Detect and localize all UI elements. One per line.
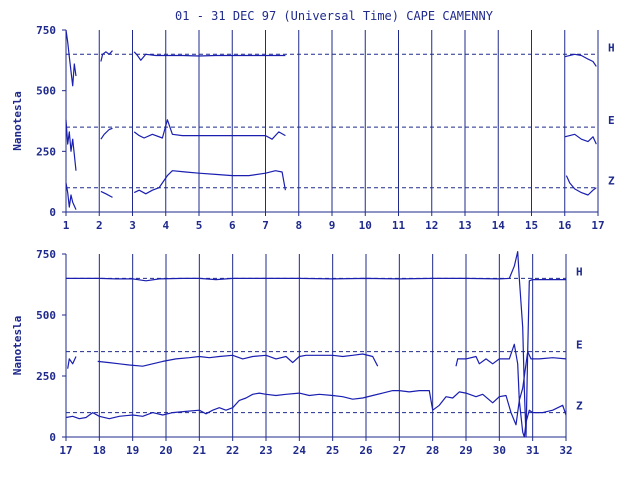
x-tick-label: 22 [226, 444, 239, 457]
y-tick-label: 0 [49, 206, 56, 219]
y-axis-label: Nanotesla [11, 316, 24, 376]
x-tick-label: 2 [96, 219, 103, 232]
chart-title: 01 - 31 DEC 97 (Universal Time) CAPE CAM… [175, 9, 494, 23]
x-tick-label: 21 [193, 444, 207, 457]
component-label-h: H [576, 265, 583, 278]
y-tick-label: 750 [36, 248, 56, 261]
x-tick-label: 25 [326, 444, 339, 457]
x-tick-label: 18 [93, 444, 106, 457]
series-line-e [97, 353, 379, 367]
series-line-h [100, 50, 113, 62]
component-label-e: E [576, 339, 583, 352]
series-line-h [564, 53, 597, 67]
x-tick-label: 9 [329, 219, 336, 232]
y-tick-label: 250 [36, 145, 56, 158]
x-tick-label: 24 [293, 444, 307, 457]
x-tick-label: 31 [526, 444, 540, 457]
x-tick-label: 3 [129, 219, 136, 232]
x-tick-label: 29 [459, 444, 472, 457]
series-line-e [133, 119, 286, 140]
x-tick-label: 15 [525, 219, 538, 232]
x-tick-label: 5 [196, 219, 203, 232]
series-line-h [133, 51, 286, 61]
y-tick-label: 500 [36, 85, 56, 98]
series-line-e [100, 127, 113, 140]
y-axis-label: Nanotesla [11, 91, 24, 151]
x-tick-label: 8 [295, 219, 302, 232]
x-tick-label: 6 [229, 219, 236, 232]
x-tick-label: 17 [591, 219, 604, 232]
component-label-h: H [608, 41, 615, 54]
component-label-z: Z [576, 400, 583, 413]
x-tick-label: 13 [458, 219, 471, 232]
x-tick-label: 26 [359, 444, 373, 457]
y-tick-label: 500 [36, 309, 56, 322]
x-tick-label: 11 [392, 219, 406, 232]
x-tick-label: 23 [259, 444, 272, 457]
x-tick-label: 7 [262, 219, 269, 232]
x-tick-label: 30 [493, 444, 506, 457]
series-line-e [564, 133, 597, 145]
series-line-z [65, 390, 567, 438]
x-tick-label: 28 [426, 444, 439, 457]
series-line-e [455, 343, 567, 401]
x-tick-label: 12 [425, 219, 438, 232]
series-line-z [65, 182, 77, 210]
series-line-z [565, 175, 597, 196]
series-line-z [133, 170, 286, 195]
y-tick-label: 750 [36, 24, 56, 37]
x-tick-label: 14 [492, 219, 506, 232]
x-tick-label: 4 [162, 219, 169, 232]
series-line-e [67, 356, 77, 369]
series-line-e [65, 119, 77, 171]
series-line-h [66, 251, 566, 438]
x-tick-label: 20 [159, 444, 172, 457]
component-label-e: E [608, 114, 615, 127]
x-tick-label: 17 [59, 444, 72, 457]
y-tick-label: 0 [49, 431, 56, 444]
x-tick-label: 19 [126, 444, 139, 457]
x-tick-label: 16 [558, 219, 572, 232]
series-line-z [100, 190, 113, 198]
y-tick-label: 250 [36, 370, 56, 383]
x-tick-label: 10 [359, 219, 372, 232]
x-tick-label: 27 [393, 444, 406, 457]
series-line-h [65, 29, 77, 87]
x-tick-label: 32 [559, 444, 572, 457]
component-label-z: Z [608, 175, 615, 188]
x-tick-label: 1 [63, 219, 70, 232]
